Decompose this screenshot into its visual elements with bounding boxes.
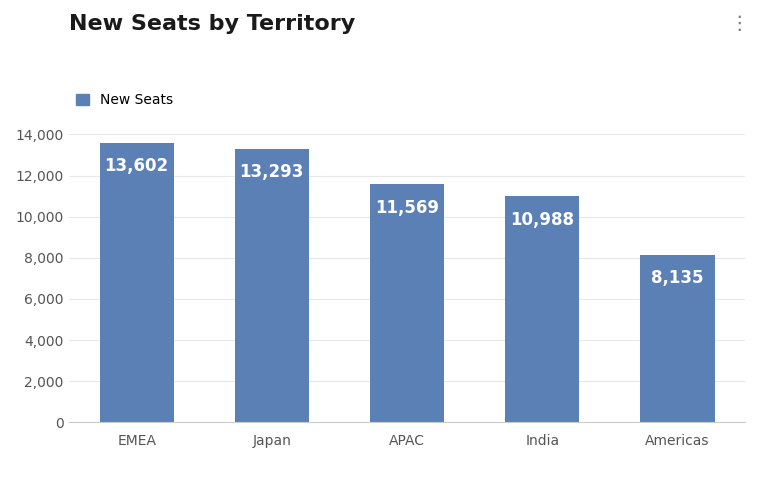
Text: 8,135: 8,135 xyxy=(651,269,703,288)
Text: 11,569: 11,569 xyxy=(375,199,439,217)
Bar xyxy=(505,196,579,422)
Legend: New Seats: New Seats xyxy=(76,93,173,108)
Bar xyxy=(370,184,444,422)
Text: 13,293: 13,293 xyxy=(240,163,304,181)
Bar xyxy=(641,255,714,422)
Bar xyxy=(100,143,174,422)
Text: ⋮: ⋮ xyxy=(730,14,749,34)
Text: 10,988: 10,988 xyxy=(510,211,574,229)
Text: New Seats by Territory: New Seats by Territory xyxy=(69,14,356,35)
Bar xyxy=(235,149,309,422)
Text: 13,602: 13,602 xyxy=(104,157,169,175)
